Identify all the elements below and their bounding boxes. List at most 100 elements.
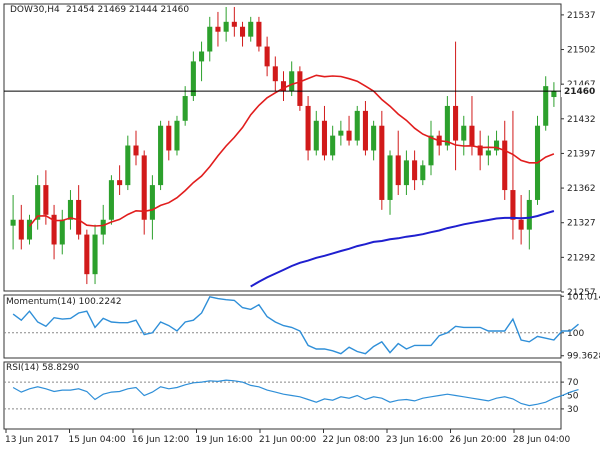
candle-body (166, 125, 172, 151)
time-tick-label: 28 Jun 04:00 (513, 435, 570, 445)
rsi-pane: 70 50 30 (3, 361, 579, 430)
momentum-label: Momentum(14) 100.2242 (6, 297, 122, 307)
rsi-tick-label: 70 (567, 378, 579, 388)
candle-body (141, 155, 147, 220)
candle-body (338, 130, 344, 136)
candle-body (453, 105, 459, 141)
candle-body (231, 21, 237, 27)
candle-body (526, 199, 532, 230)
time-tick-label: 23 Jun 16:00 (386, 435, 443, 445)
candle-body (330, 135, 336, 156)
time-tick-label: 26 Jun 20:00 (450, 435, 507, 445)
candle-body (133, 145, 139, 156)
candle-body (18, 219, 24, 240)
candle-body (182, 96, 188, 121)
candle-body (461, 125, 467, 141)
candle-body (387, 155, 393, 200)
candle-body (477, 145, 483, 156)
candle-body (305, 105, 311, 151)
rsi-tick-label: 30 (567, 405, 579, 415)
time-tick-label: 13 Jun 2017 (5, 435, 59, 445)
time-axis: 13 Jun 2017 15 Jun 04:00 16 Jun 12:00 19 Ju… (5, 429, 570, 445)
momentum-line (12, 295, 579, 355)
candle-body (215, 26, 221, 32)
price-tick-label: 21362 (567, 184, 596, 194)
candle-body (264, 46, 270, 67)
candle-body (297, 71, 303, 106)
price-tick-label: 21292 (567, 253, 596, 263)
time-tick-label: 22 Jun 08:00 (323, 435, 380, 445)
candle-body (313, 120, 319, 151)
price-tick-label: 21537 (567, 11, 596, 21)
price-pane-frame (3, 3, 562, 292)
candle-body (59, 219, 65, 245)
candle-body (272, 66, 278, 82)
candle-body (362, 110, 368, 151)
candle-body (76, 199, 82, 235)
candle-body (158, 125, 164, 186)
candle-body (125, 145, 131, 186)
time-tick-label: 15 Jun 04:00 (69, 435, 126, 445)
candle-body (51, 214, 57, 245)
price-tick-label: 21432 (567, 115, 596, 125)
momentum-pane: 101.0149 100 99.3628 (3, 292, 600, 362)
momentum-pane-frame (3, 294, 562, 359)
candle-body (420, 165, 426, 181)
time-tick-label: 21 Jun 00:00 (259, 435, 316, 445)
candle-body (551, 91, 557, 98)
candle-body (289, 71, 295, 92)
price-tick-label: 21327 (567, 219, 596, 229)
candle-body (543, 86, 549, 126)
candle-body (43, 185, 49, 215)
candle-body (223, 21, 229, 32)
candle-body (207, 26, 213, 52)
candle-body (67, 199, 73, 220)
candle-body (248, 21, 254, 37)
candle-body (379, 125, 385, 200)
rsi-label: RSI(14) 58.8290 (6, 363, 79, 373)
candle-body (92, 234, 98, 275)
candle-body (485, 150, 491, 156)
rsi-tick-label: 50 (567, 392, 579, 402)
candle-body (190, 61, 196, 97)
price-tick-label: 21502 (567, 46, 596, 56)
candle-body (239, 26, 246, 37)
price-tick-label: 21397 (567, 149, 596, 159)
candle-body (256, 21, 262, 47)
candle-body (510, 190, 516, 220)
candle-body (26, 219, 33, 240)
candle-body (395, 155, 401, 186)
candle-body (412, 160, 418, 181)
candle-body (280, 81, 287, 92)
candle-body (346, 130, 352, 141)
candle-body (108, 180, 114, 220)
momentum-tick-label: 99.3628 (567, 352, 600, 362)
current-price-label: 21460 (564, 87, 595, 97)
momentum-tick-label: 100 (567, 329, 584, 339)
candle-body (371, 125, 377, 151)
price-tick-label: 21257 (567, 288, 596, 298)
slow-moving-average-line (250, 210, 555, 288)
price-pane: 2153721502214672143221397213622132721292… (3, 3, 597, 298)
candle-body (174, 120, 180, 151)
rsi-pane-frame (3, 361, 562, 430)
candle-body (518, 219, 524, 230)
chart-title: DOW30,H4 (10, 5, 60, 15)
momentum-tick-label: 101.0149 (567, 292, 600, 302)
ohlc-readout: 21454 21469 21444 21460 (66, 5, 189, 15)
candle-body (469, 125, 475, 146)
candle-body (199, 51, 205, 62)
candle-body (444, 105, 450, 146)
time-tick-label: 16 Jun 12:00 (132, 435, 189, 445)
candle-body (84, 234, 90, 275)
candle-body (321, 120, 328, 156)
rsi-line (12, 379, 579, 407)
candle-body (10, 219, 16, 226)
candle-body (494, 140, 500, 151)
current-price-box (561, 85, 597, 98)
fast-moving-average-line (28, 74, 555, 227)
candle-body (149, 185, 155, 220)
candle-body (100, 219, 106, 235)
candle-body (354, 110, 360, 141)
